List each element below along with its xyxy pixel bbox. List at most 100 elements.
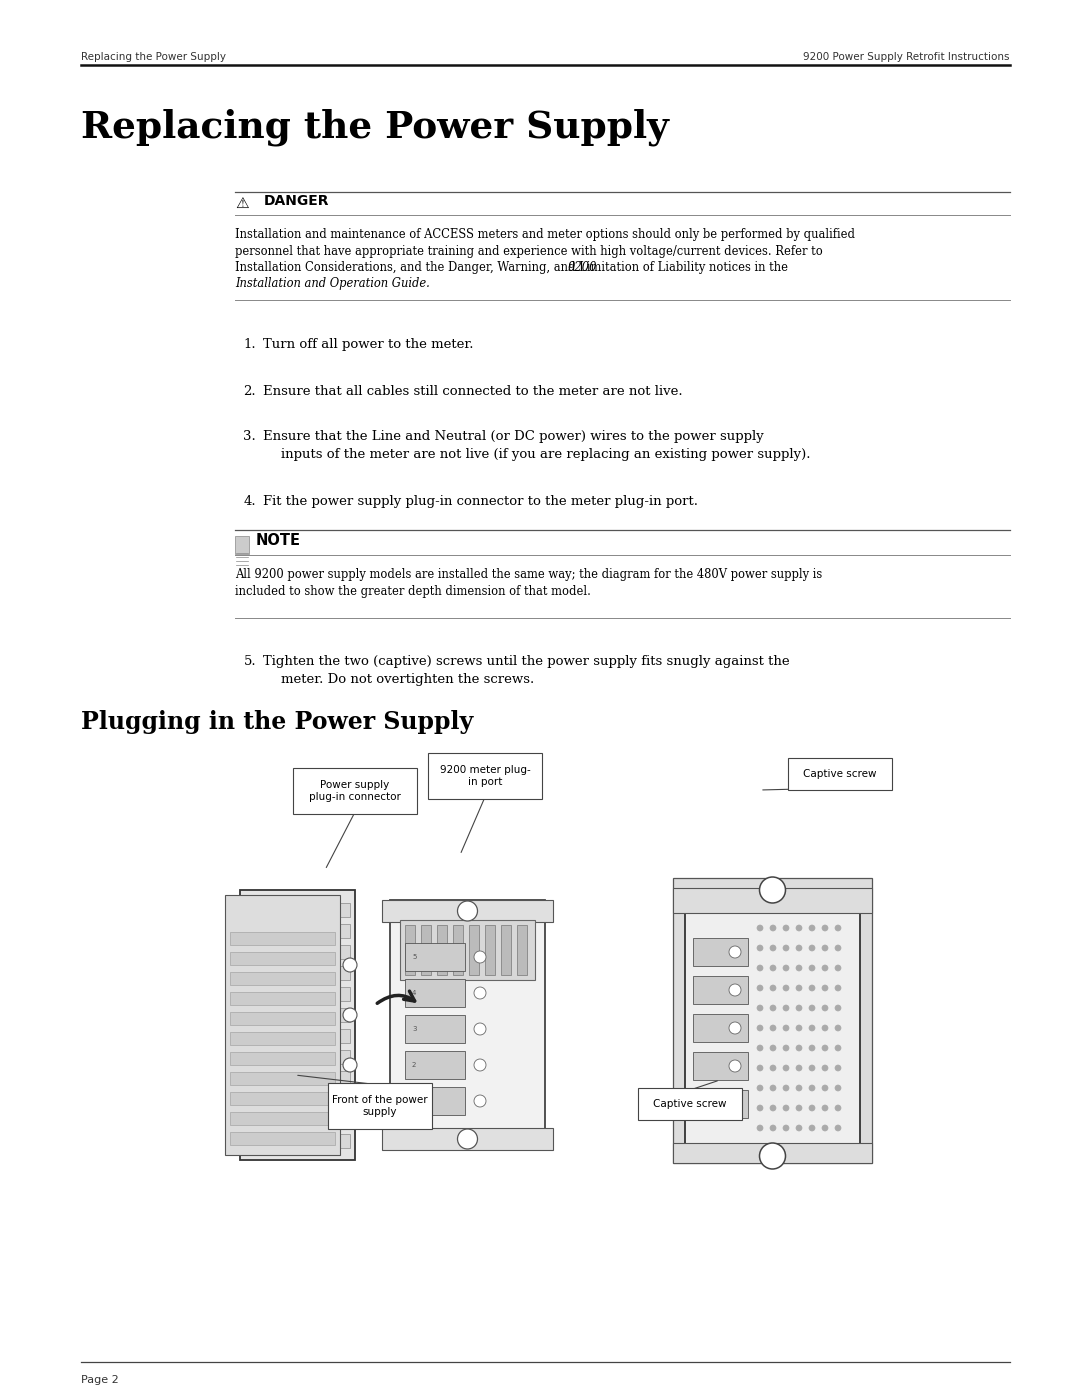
Circle shape bbox=[809, 925, 815, 930]
FancyBboxPatch shape bbox=[405, 979, 465, 1007]
FancyBboxPatch shape bbox=[230, 1032, 335, 1045]
Circle shape bbox=[822, 1004, 828, 1011]
Circle shape bbox=[770, 965, 777, 971]
Circle shape bbox=[770, 1004, 777, 1011]
Text: Ensure that the Line and Neutral (or DC power) wires to the power supply: Ensure that the Line and Neutral (or DC … bbox=[264, 430, 765, 443]
Circle shape bbox=[757, 1065, 762, 1071]
Circle shape bbox=[796, 1105, 802, 1111]
Circle shape bbox=[796, 925, 802, 930]
Circle shape bbox=[783, 1004, 789, 1011]
Circle shape bbox=[835, 1025, 841, 1031]
FancyBboxPatch shape bbox=[230, 951, 335, 965]
Circle shape bbox=[757, 1045, 762, 1051]
Text: 3: 3 bbox=[411, 1025, 417, 1032]
Text: 9200 Power Supply Retrofit Instructions: 9200 Power Supply Retrofit Instructions bbox=[804, 52, 1010, 61]
FancyBboxPatch shape bbox=[400, 921, 535, 981]
Circle shape bbox=[796, 1125, 802, 1132]
Circle shape bbox=[796, 965, 802, 971]
FancyBboxPatch shape bbox=[230, 1112, 335, 1125]
Circle shape bbox=[835, 985, 841, 990]
Circle shape bbox=[783, 1065, 789, 1071]
Text: Captive screw: Captive screw bbox=[653, 1099, 727, 1109]
Circle shape bbox=[783, 965, 789, 971]
FancyBboxPatch shape bbox=[230, 1132, 335, 1146]
Circle shape bbox=[458, 901, 477, 921]
FancyBboxPatch shape bbox=[405, 1087, 465, 1115]
FancyBboxPatch shape bbox=[230, 1011, 335, 1025]
FancyBboxPatch shape bbox=[693, 937, 748, 965]
Text: personnel that have appropriate training and experience with high voltage/curren: personnel that have appropriate training… bbox=[235, 244, 823, 257]
Text: Power supply
plug-in connector: Power supply plug-in connector bbox=[309, 780, 401, 802]
Text: Plugging in the Power Supply: Plugging in the Power Supply bbox=[81, 710, 473, 733]
FancyBboxPatch shape bbox=[230, 1071, 335, 1085]
Circle shape bbox=[822, 1105, 828, 1111]
Circle shape bbox=[835, 1004, 841, 1011]
Circle shape bbox=[474, 1059, 486, 1071]
FancyBboxPatch shape bbox=[501, 925, 511, 975]
Circle shape bbox=[822, 1085, 828, 1091]
Circle shape bbox=[835, 965, 841, 971]
Text: 5.: 5. bbox=[243, 655, 256, 668]
Circle shape bbox=[796, 1045, 802, 1051]
FancyBboxPatch shape bbox=[240, 890, 355, 1160]
Text: inputs of the meter are not live (if you are replacing an existing power supply): inputs of the meter are not live (if you… bbox=[282, 448, 811, 461]
FancyBboxPatch shape bbox=[230, 992, 335, 1004]
Circle shape bbox=[809, 1004, 815, 1011]
Circle shape bbox=[822, 1125, 828, 1132]
Circle shape bbox=[783, 1105, 789, 1111]
Circle shape bbox=[729, 1023, 741, 1034]
FancyBboxPatch shape bbox=[485, 925, 495, 975]
Circle shape bbox=[458, 1129, 477, 1148]
Circle shape bbox=[822, 944, 828, 951]
Text: 3.: 3. bbox=[243, 430, 256, 443]
FancyBboxPatch shape bbox=[693, 977, 748, 1004]
Circle shape bbox=[759, 1143, 785, 1169]
FancyBboxPatch shape bbox=[230, 1052, 335, 1065]
Circle shape bbox=[729, 983, 741, 996]
Text: 2.: 2. bbox=[243, 386, 256, 398]
FancyBboxPatch shape bbox=[673, 888, 872, 914]
Circle shape bbox=[770, 1085, 777, 1091]
Text: 4: 4 bbox=[411, 990, 417, 996]
Text: Page 2: Page 2 bbox=[81, 1375, 119, 1384]
Text: Fit the power supply plug-in connector to the meter plug-in port.: Fit the power supply plug-in connector t… bbox=[264, 495, 699, 509]
FancyBboxPatch shape bbox=[245, 1092, 350, 1106]
Circle shape bbox=[822, 925, 828, 930]
Circle shape bbox=[835, 944, 841, 951]
Circle shape bbox=[770, 1125, 777, 1132]
FancyBboxPatch shape bbox=[328, 1083, 432, 1129]
FancyBboxPatch shape bbox=[517, 925, 527, 975]
FancyBboxPatch shape bbox=[685, 893, 860, 1148]
Circle shape bbox=[770, 1045, 777, 1051]
Circle shape bbox=[809, 1105, 815, 1111]
Circle shape bbox=[796, 1085, 802, 1091]
FancyBboxPatch shape bbox=[382, 1127, 553, 1150]
Circle shape bbox=[809, 985, 815, 990]
Circle shape bbox=[783, 1025, 789, 1031]
Text: Captive screw: Captive screw bbox=[804, 768, 877, 780]
FancyBboxPatch shape bbox=[693, 1090, 748, 1118]
Circle shape bbox=[757, 1004, 762, 1011]
Circle shape bbox=[729, 1060, 741, 1071]
Circle shape bbox=[835, 1085, 841, 1091]
Circle shape bbox=[809, 944, 815, 951]
FancyBboxPatch shape bbox=[245, 902, 350, 916]
Circle shape bbox=[343, 1058, 357, 1071]
Circle shape bbox=[783, 925, 789, 930]
Text: meter. Do not overtighten the screws.: meter. Do not overtighten the screws. bbox=[282, 673, 535, 686]
Text: 1.: 1. bbox=[243, 338, 256, 351]
FancyBboxPatch shape bbox=[437, 925, 447, 975]
Circle shape bbox=[343, 958, 357, 972]
Circle shape bbox=[796, 1025, 802, 1031]
Circle shape bbox=[796, 1065, 802, 1071]
FancyBboxPatch shape bbox=[245, 944, 350, 958]
FancyBboxPatch shape bbox=[693, 1052, 748, 1080]
Circle shape bbox=[757, 1085, 762, 1091]
FancyBboxPatch shape bbox=[230, 932, 335, 944]
Text: NOTE: NOTE bbox=[256, 534, 300, 548]
Circle shape bbox=[783, 985, 789, 990]
Circle shape bbox=[809, 1085, 815, 1091]
Circle shape bbox=[835, 1045, 841, 1051]
Text: Installation and maintenance of ACCESS meters and meter options should only be p: Installation and maintenance of ACCESS m… bbox=[235, 228, 855, 242]
Circle shape bbox=[822, 1065, 828, 1071]
